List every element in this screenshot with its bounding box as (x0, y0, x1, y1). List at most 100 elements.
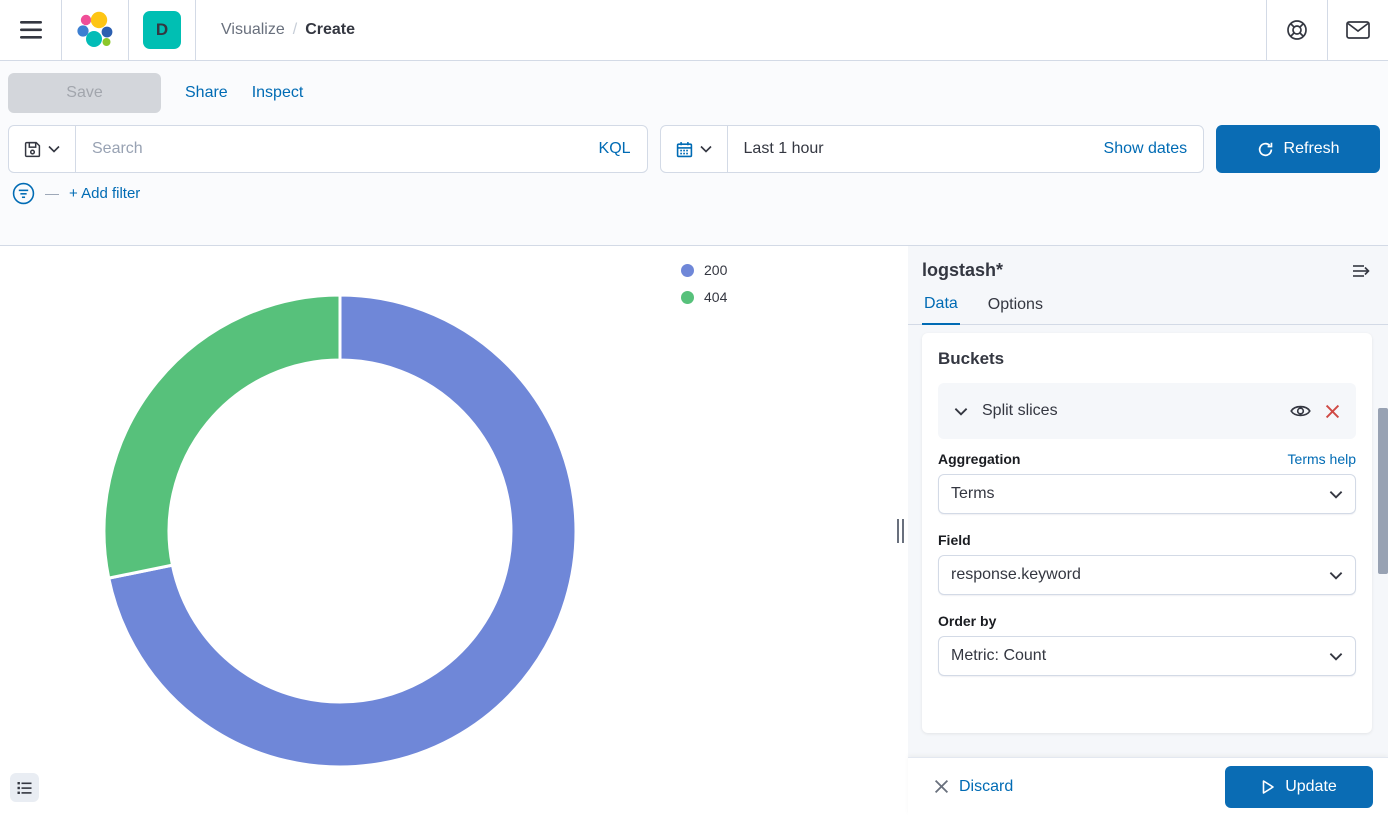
chevron-down-icon[interactable] (954, 407, 968, 416)
search-box: KQL (8, 125, 648, 173)
hamburger-icon (19, 21, 42, 39)
editor-tabs: Data Options (908, 281, 1388, 325)
legend-label: 404 (704, 289, 728, 305)
play-icon (1262, 779, 1275, 794)
mail-button[interactable] (1328, 0, 1388, 60)
search-input[interactable] (76, 140, 599, 158)
menu-right-icon (1353, 264, 1370, 277)
discard-button[interactable]: Discard (934, 778, 1013, 796)
legend-toggle-button[interactable] (10, 773, 39, 802)
legend-dot (681, 263, 694, 277)
donut-chart (102, 293, 578, 769)
filter-icon (12, 182, 35, 204)
aggregation-select[interactable]: Terms (938, 474, 1356, 514)
field-label: Field (938, 532, 971, 548)
header-divider (1327, 0, 1328, 60)
collapse-panel-button[interactable] (1352, 263, 1372, 279)
filter-dash: — (45, 185, 59, 201)
legend-label: 200 (704, 262, 728, 278)
tab-data[interactable]: Data (922, 295, 960, 325)
header-divider (128, 0, 129, 60)
main-content: 200 404 logstash* (0, 245, 1388, 815)
legend-item-404[interactable]: 404 (681, 289, 727, 305)
order-by-select[interactable]: Metric: Count (938, 636, 1356, 676)
mail-icon (1346, 21, 1370, 39)
menu-hamburger-button[interactable] (0, 0, 61, 60)
query-bar: KQL Last 1 hour Show dates (0, 125, 1388, 173)
pie-slice-404[interactable] (102, 293, 342, 580)
save-button[interactable]: Save (8, 73, 161, 113)
chevron-down-icon (1329, 490, 1343, 499)
refresh-label: Refresh (1283, 140, 1340, 157)
share-button[interactable]: Share (185, 84, 228, 101)
save-floppy-icon (24, 141, 41, 157)
aggregation-value: Terms (951, 485, 995, 502)
visualize-action-row: Save Share Inspect (0, 61, 1388, 125)
list-icon (17, 781, 32, 794)
pie-slice-200[interactable] (107, 293, 578, 769)
kql-language-button[interactable]: KQL (598, 140, 631, 157)
toolbar-area: Save Share Inspect KQL (0, 61, 1388, 245)
editor-bottom-bar: Discard Update (908, 757, 1388, 815)
editor-panel-header: logstash* (908, 246, 1388, 281)
header-actions (1266, 0, 1388, 60)
chevron-down-icon (699, 145, 712, 153)
space-badge[interactable]: D (143, 11, 181, 49)
terms-help-link[interactable]: Terms help (1287, 451, 1356, 467)
panel-resize-handle[interactable] (897, 519, 904, 543)
chevron-down-icon (48, 145, 60, 153)
inspect-button[interactable]: Inspect (251, 84, 304, 101)
elastic-logo-icon (77, 11, 113, 47)
saved-query-menu-button[interactable] (9, 126, 76, 172)
buckets-card: Buckets Split slices (922, 333, 1372, 733)
eye-icon (1290, 405, 1311, 417)
field-select[interactable]: response.keyword (938, 555, 1356, 595)
editor-panel: logstash* Data Options Buckets Split sli… (908, 246, 1388, 815)
help-button[interactable] (1267, 0, 1327, 60)
chevron-down-icon (1329, 571, 1343, 580)
breadcrumb-create: Create (305, 21, 356, 38)
legend-item-200[interactable]: 200 (681, 262, 727, 278)
remove-bucket-button[interactable] (1325, 404, 1340, 419)
top-navigation-bar: D Visualize / Create (0, 0, 1388, 61)
breadcrumb-separator: / (292, 21, 298, 38)
refresh-button[interactable]: Refresh (1216, 125, 1380, 173)
header-divider (195, 0, 196, 60)
scrollbar-thumb[interactable] (1378, 408, 1388, 574)
time-range-value[interactable]: Last 1 hour (728, 140, 1104, 158)
elastic-logo[interactable] (62, 0, 128, 60)
update-button[interactable]: Update (1225, 765, 1373, 808)
date-picker: Last 1 hour Show dates (659, 125, 1205, 173)
tab-options[interactable]: Options (986, 295, 1045, 324)
filter-bar: — + Add filter (0, 173, 1388, 213)
space-selector: D (129, 0, 195, 60)
refresh-icon (1258, 142, 1272, 156)
aggregation-label: Aggregation (938, 451, 1021, 467)
remove-x-icon (1325, 404, 1340, 418)
show-dates-button[interactable]: Show dates (1103, 140, 1188, 157)
legend-dot (681, 290, 694, 304)
chart-area: 200 404 (0, 246, 908, 815)
add-filter-button[interactable]: + Add filter (69, 184, 141, 202)
header-divider (1266, 0, 1267, 60)
field-label-row: Field (938, 532, 1356, 548)
aggregation-label-row: Aggregation Terms help (938, 451, 1356, 467)
field-value: response.keyword (951, 566, 1081, 583)
breadcrumb-visualize[interactable]: Visualize (221, 21, 285, 38)
discard-x-icon (934, 779, 949, 794)
header-divider (61, 0, 62, 60)
buckets-title: Buckets (938, 349, 1005, 368)
chart-legend: 200 404 (681, 262, 727, 305)
order-by-value: Metric: Count (951, 647, 1047, 664)
calendar-icon (676, 141, 692, 157)
order-by-label: Order by (938, 613, 997, 629)
index-pattern-title: logstash* (922, 260, 1004, 280)
discard-label: Discard (959, 777, 1014, 795)
split-slices-accordion[interactable]: Split slices (938, 383, 1356, 439)
toggle-visibility-button[interactable] (1290, 403, 1311, 419)
split-slices-label: Split slices (982, 402, 1058, 419)
date-quick-menu-button[interactable] (661, 126, 728, 172)
update-label: Update (1285, 777, 1337, 795)
chevron-down-icon (1329, 652, 1343, 661)
filter-options-button[interactable] (12, 182, 35, 205)
